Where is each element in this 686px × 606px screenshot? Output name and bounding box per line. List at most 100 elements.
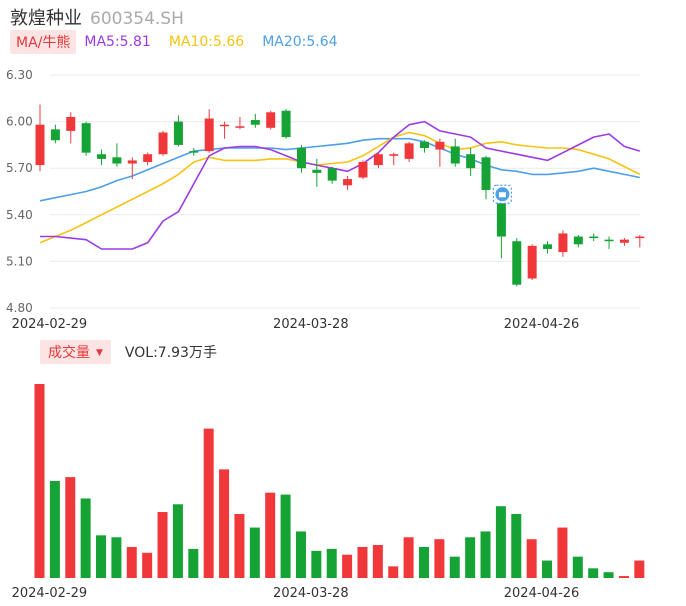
candle-body — [66, 116, 76, 131]
ma-toggle-button[interactable]: MA/牛熊 — [10, 30, 77, 54]
candle — [50, 124, 60, 144]
x-tick-label: 2024-03-28 — [273, 586, 349, 601]
candle — [435, 138, 445, 167]
volume-bar — [234, 513, 245, 578]
candle — [573, 234, 583, 248]
ma5-line — [40, 120, 641, 250]
volume-value: VOL:7.93万手 — [124, 345, 217, 361]
volume-indicator-label: 成交量 — [48, 345, 90, 361]
volume-bar — [557, 527, 568, 578]
price-y-axis: 6.30 6.00 5.70 5.40 5.10 4.80 — [6, 68, 33, 315]
candle-body — [327, 168, 337, 181]
candle-body — [189, 151, 199, 153]
y-tick-label: 5.70 — [6, 161, 33, 175]
x-tick-label: 2024-02-29 — [12, 586, 88, 601]
y-tick-label: 6.00 — [6, 115, 33, 129]
volume-bar — [265, 492, 276, 578]
volume-bar — [511, 513, 522, 578]
volume-bar — [388, 566, 399, 578]
candle-body — [543, 244, 553, 249]
volume-bar — [172, 504, 183, 578]
candle — [189, 148, 199, 156]
candle — [358, 160, 368, 180]
candle — [143, 152, 153, 166]
candle — [235, 116, 245, 130]
candle-body — [127, 160, 137, 164]
candle-body — [589, 236, 599, 239]
candle — [250, 113, 260, 128]
candle — [589, 233, 599, 242]
volume-bar — [495, 506, 506, 578]
price-grid — [50, 74, 640, 309]
volume-bar — [603, 572, 614, 578]
candle — [158, 130, 168, 156]
candle-body — [619, 239, 629, 243]
candle — [312, 158, 322, 187]
volume-bar — [588, 568, 599, 578]
candle-body — [220, 124, 230, 127]
candle-body — [466, 154, 476, 169]
candle-body — [358, 161, 368, 178]
volume-bar — [280, 494, 291, 578]
candle — [35, 104, 45, 172]
ma20-label: MA20:5.64 — [262, 34, 338, 50]
ma5-label: MA5:5.81 — [84, 34, 151, 50]
candle — [527, 244, 537, 281]
candle-body — [573, 236, 583, 245]
y-tick-label: 5.40 — [6, 208, 33, 222]
candle — [420, 140, 429, 153]
candle-body — [112, 157, 122, 164]
ma-legend: MA/牛熊 MA5:5.81 MA10:5.66 MA20:5.64 — [10, 30, 356, 54]
volume-bar — [434, 539, 445, 578]
volume-bar — [372, 545, 383, 578]
ma20-line — [39, 137, 640, 202]
volume-indicator-dropdown[interactable]: 成交量 ▼ — [40, 340, 111, 364]
candle — [220, 121, 230, 139]
candle — [373, 152, 383, 169]
candle — [343, 175, 353, 190]
candle — [619, 238, 629, 246]
candle — [604, 236, 614, 249]
candle — [327, 166, 337, 184]
candle — [127, 157, 137, 180]
candle — [204, 109, 214, 153]
candle — [296, 144, 306, 173]
volume-bar — [357, 546, 368, 578]
candlestick-series — [35, 104, 645, 287]
candle — [404, 141, 414, 162]
candle — [558, 230, 568, 257]
x-tick-label: 2024-03-28 — [273, 317, 349, 332]
volume-bar — [542, 560, 553, 578]
volume-bar — [219, 469, 230, 578]
volume-bar — [49, 481, 60, 578]
candle — [81, 121, 91, 156]
y-tick-label: 4.80 — [6, 301, 33, 315]
y-tick-label: 6.30 — [6, 68, 33, 82]
volume-bar — [203, 428, 214, 578]
volume-bar — [65, 477, 76, 578]
candle-body — [527, 245, 537, 279]
candle-body — [35, 124, 45, 166]
candle-body — [420, 141, 429, 149]
candle-body — [81, 123, 91, 153]
candle-body — [373, 154, 383, 166]
candle-body — [404, 143, 414, 159]
volume-bar — [96, 535, 107, 578]
ma10-label: MA10:5.66 — [168, 34, 245, 50]
price-x-axis: 2024-02-29 2024-03-28 2024-04-26 — [12, 317, 580, 332]
candle-body — [496, 200, 506, 237]
candle — [635, 234, 645, 248]
candle-body — [450, 146, 460, 164]
event-marker[interactable] — [492, 184, 512, 204]
candle — [543, 241, 553, 254]
candle-body — [281, 110, 291, 138]
candle-body — [312, 169, 322, 173]
x-tick-label: 2024-04-26 — [504, 317, 580, 332]
candle-body — [512, 241, 522, 285]
volume-bar — [188, 548, 199, 578]
candle-body — [296, 148, 306, 169]
volume-bar — [403, 537, 414, 578]
volume-bar — [126, 546, 137, 578]
candle-body — [635, 236, 645, 239]
